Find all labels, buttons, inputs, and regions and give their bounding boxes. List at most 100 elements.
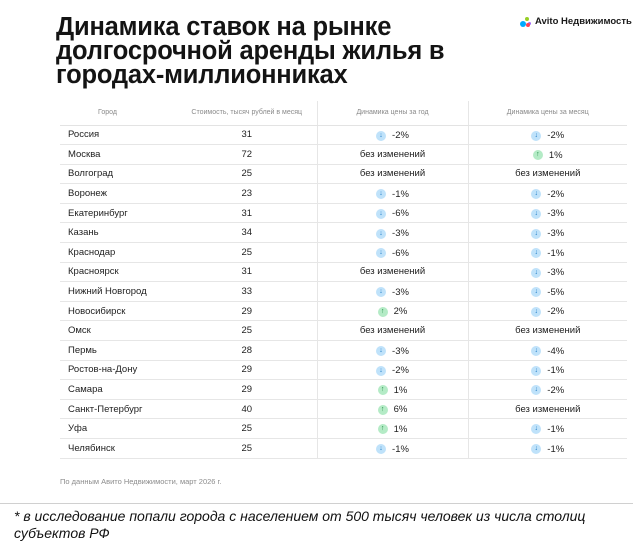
table-row: Новосибирск 29 ↑ 2% ↓ -2% [60,301,627,322]
month-change-cell: ↓ -1% [467,242,627,263]
city-cell: Ростов-на-Дону [60,360,177,381]
cost-cell: 33 [177,281,317,302]
arrow-down-icon: ↓ [376,287,387,298]
change-value: ↓ -3% [531,228,564,239]
change-text: -4% [547,345,565,357]
arrow-down-icon: ↓ [376,208,387,219]
table-row: Ростов-на-Дону 29 ↓ -2% ↓ -1% [60,360,627,381]
change-value: ↓ -6% [376,208,409,219]
table-row: Москва 72 без изменений ↑ 1% [60,144,627,165]
table-row: Волгоград 25 без изменений без изменений [60,164,627,185]
month-change-cell: ↓ -2% [467,125,627,146]
column-header-cost: Стоимость, тысяч рублей в месяц [177,101,317,126]
change-text: -5% [547,286,565,298]
source-note: По данным Авито Недвижимости, март 2026 … [60,477,222,486]
change-value: ↑ 1% [377,424,407,435]
change-value: ↑ 2% [377,306,407,317]
infographic-card: Динамика ставок на рынке долгосрочной ар… [40,0,633,500]
change-text: -2% [547,188,565,200]
change-text: -3% [547,267,565,279]
change-text: -2% [392,365,409,377]
change-value: ↓ -1% [376,189,409,200]
change-text: -3% [392,345,409,357]
change-value: ↓ -3% [531,267,564,278]
city-cell: Волгоград [60,164,177,185]
cost-cell: 72 [177,144,317,165]
change-value: без изменений [360,149,425,160]
year-change-cell: без изменений [316,320,468,342]
year-change-cell: ↓ -6% [316,203,468,224]
arrow-down-icon: ↓ [531,130,542,141]
cost-cell: 25 [177,418,317,439]
change-text: -2% [547,384,565,396]
month-change-cell: без изменений [467,320,627,342]
cost-cell: 31 [177,262,317,283]
month-change-cell: ↓ -2% [467,183,627,204]
change-value: ↓ -2% [531,130,564,141]
month-change-cell: ↓ -2% [467,301,627,322]
change-text: -2% [392,130,409,142]
month-change-cell: ↓ -3% [467,262,627,283]
arrow-down-icon: ↓ [531,444,542,455]
avito-logo-icon [520,16,532,27]
change-value: ↓ -1% [531,248,564,259]
change-value: ↑ 1% [532,149,563,161]
cost-cell: 29 [177,360,317,381]
table-body: Россия 31 ↓ -2% ↓ -2% Москва 72 без изменений ↑ 1%… [60,125,627,459]
month-change-cell: ↓ -1% [467,360,627,381]
column-header-city: Город [60,101,177,126]
arrow-down-icon: ↓ [376,248,387,259]
city-cell: Челябинск [60,438,177,459]
month-change-cell: без изменений [467,399,627,420]
city-cell: Казань [60,222,177,244]
change-text: 6% [393,404,408,416]
change-value: ↓ -2% [531,306,564,317]
arrow-down-icon: ↓ [531,228,542,239]
change-value: без изменений [515,168,580,179]
cost-cell: 25 [177,320,317,342]
year-change-cell: без изменений [316,262,468,283]
arrow-up-icon: ↑ [377,385,388,396]
year-change-cell: ↓ -2% [316,360,468,381]
column-header-month: Динамика цены за месяц [467,101,627,126]
change-value: без изменений [360,325,425,336]
arrow-up-icon: ↑ [377,424,388,435]
city-cell: Новосибирск [60,301,177,322]
table-row: Воронеж 23 ↓ -1% ↓ -2% [60,183,627,204]
cost-cell: 28 [177,340,317,361]
change-text: -6% [392,208,409,220]
arrow-down-icon: ↓ [531,208,542,219]
arrow-down-icon: ↓ [531,365,542,376]
change-text: без изменений [359,266,426,278]
arrow-up-icon: ↑ [377,306,388,317]
arrow-down-icon: ↓ [376,228,387,239]
table-row: Нижний Новгород 33 ↓ -3% ↓ -5% [60,281,627,302]
change-value: ↑ 1% [377,385,407,396]
change-value: ↓ -3% [531,208,564,219]
year-change-cell: ↓ -2% [316,125,468,146]
change-value: ↓ -2% [376,130,409,141]
cost-cell: 25 [177,164,317,185]
year-change-cell: ↓ -1% [316,438,468,459]
table-row: Уфа 25 ↑ 1% ↓ -1% [60,418,627,439]
table-row: Санкт-Петербург 40 ↑ 6% без изменений [60,399,627,420]
city-cell: Екатеринбург [60,203,177,224]
table-row: Пермь 28 ↓ -3% ↓ -4% [60,340,627,361]
change-text: -2% [547,130,565,142]
change-text: без изменений [359,168,426,180]
table-header-row: Город Стоимость, тысяч рублей в месяц Ди… [60,101,627,126]
year-change-cell: ↓ -6% [316,242,468,263]
cost-cell: 31 [177,125,317,146]
city-cell: Уфа [60,418,177,439]
month-change-cell: ↓ -4% [467,340,627,361]
arrow-down-icon: ↓ [531,287,542,298]
table-row: Красноярск 31 без изменений ↓ -3% [60,262,627,283]
month-change-cell: ↓ -1% [467,438,627,459]
city-cell: Красноярск [60,262,177,283]
change-text: -2% [547,306,565,318]
change-text: -3% [392,286,409,298]
cost-cell: 25 [177,242,317,263]
change-text: 1% [548,149,563,161]
arrow-down-icon: ↓ [531,424,542,435]
change-text: -1% [392,188,409,200]
